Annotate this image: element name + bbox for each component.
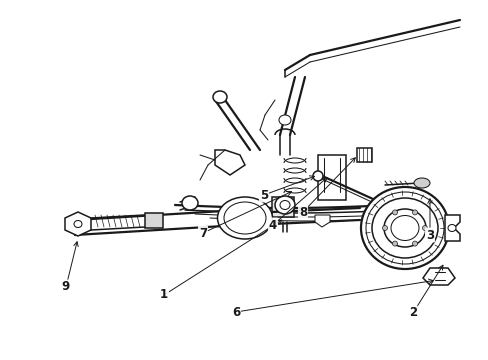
Text: 3: 3 — [425, 229, 433, 242]
Ellipse shape — [413, 178, 429, 188]
Text: 1: 1 — [160, 288, 168, 302]
Ellipse shape — [412, 241, 417, 246]
Text: 4: 4 — [268, 219, 277, 231]
Ellipse shape — [312, 171, 323, 181]
Ellipse shape — [422, 225, 427, 230]
Ellipse shape — [392, 241, 397, 246]
Ellipse shape — [224, 202, 265, 234]
Text: 8: 8 — [298, 206, 306, 219]
Polygon shape — [422, 268, 454, 285]
Bar — [271, 197, 293, 217]
Text: 7: 7 — [199, 226, 206, 239]
Ellipse shape — [365, 192, 443, 264]
Bar — [317, 155, 346, 200]
Polygon shape — [356, 148, 371, 162]
Ellipse shape — [371, 198, 437, 258]
Ellipse shape — [392, 210, 397, 215]
Ellipse shape — [217, 197, 272, 239]
Polygon shape — [444, 215, 459, 241]
Text: 6: 6 — [231, 306, 240, 319]
Ellipse shape — [213, 91, 226, 103]
Polygon shape — [215, 150, 244, 175]
Ellipse shape — [383, 209, 425, 247]
Ellipse shape — [280, 201, 289, 210]
Ellipse shape — [390, 216, 418, 240]
Text: 5: 5 — [259, 189, 267, 202]
Ellipse shape — [274, 196, 294, 214]
Ellipse shape — [182, 196, 198, 210]
Text: 9: 9 — [62, 280, 70, 293]
Polygon shape — [314, 215, 329, 227]
Ellipse shape — [411, 214, 423, 226]
Ellipse shape — [447, 225, 455, 231]
Bar — [145, 213, 163, 228]
Polygon shape — [65, 212, 91, 236]
Ellipse shape — [279, 115, 290, 125]
Ellipse shape — [382, 225, 386, 230]
Ellipse shape — [412, 210, 417, 215]
Text: 2: 2 — [408, 306, 416, 320]
Ellipse shape — [360, 187, 448, 269]
Ellipse shape — [74, 220, 82, 228]
